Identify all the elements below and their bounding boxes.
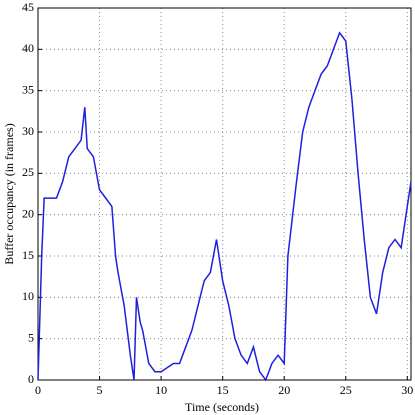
x-tick-label: 20 xyxy=(278,383,290,397)
x-tick-label: 30 xyxy=(401,383,413,397)
y-tick-label: 10 xyxy=(22,289,34,303)
y-tick-label: 40 xyxy=(22,41,34,55)
y-tick-label: 35 xyxy=(22,82,34,96)
y-tick-label: 30 xyxy=(22,124,34,138)
y-tick-label: 45 xyxy=(22,0,34,14)
y-tick-label: 0 xyxy=(28,372,34,386)
data-line xyxy=(37,31,412,382)
y-tick-label: 25 xyxy=(22,165,34,179)
y-tick-label: 20 xyxy=(22,206,34,220)
x-tick-label: 5 xyxy=(97,383,103,397)
y-tick-label: 5 xyxy=(28,330,34,344)
y-axis-label: Buffer occupancy (in frames) xyxy=(2,123,16,264)
x-tick-label: 10 xyxy=(155,383,167,397)
x-tick-label: 15 xyxy=(217,383,229,397)
x-tick-label: 0 xyxy=(35,383,41,397)
x-tick-label: 25 xyxy=(340,383,352,397)
y-tick-label: 15 xyxy=(22,248,34,262)
plot-frame xyxy=(37,7,412,381)
x-axis-label: Time (seconds) xyxy=(185,400,259,414)
